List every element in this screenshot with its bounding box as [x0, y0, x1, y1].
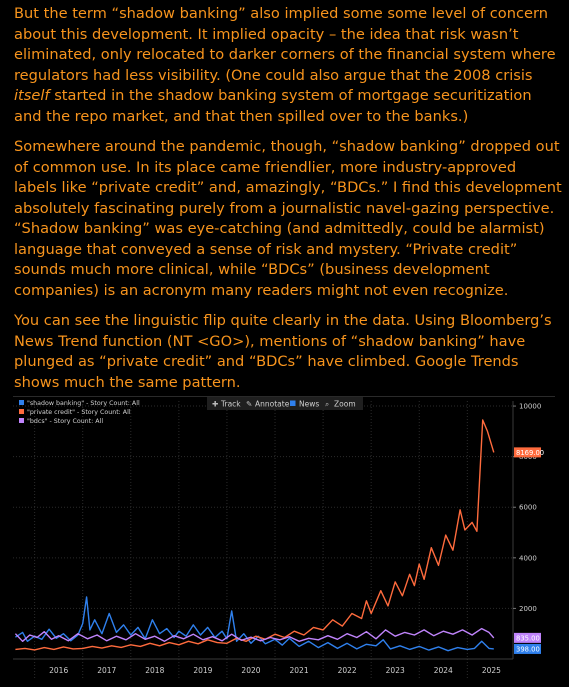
toolbar-background: [207, 397, 363, 410]
legend-entry: "private credit" - Story Count: All: [27, 409, 131, 416]
chart-grid: [13, 401, 513, 679]
series-line-2: [14, 627, 495, 642]
article-text: But the term “shadow banking” also impli…: [14, 4, 562, 403]
y-tick-label: 6000: [519, 504, 537, 512]
news-trend-chart-panel: ✚ Track ✎ Annotate News ⌕ Zoom "shadow b…: [13, 396, 555, 683]
annotate-tool[interactable]: ✎ Annotate: [246, 400, 290, 409]
text-run: But the term “shadow banking” also impli…: [14, 5, 556, 84]
x-tick-label: 2022: [338, 666, 357, 675]
legend-entry: "shadow banking" - Story Count: All: [27, 400, 140, 407]
news-trend-chart: ✚ Track ✎ Annotate News ⌕ Zoom "shadow b…: [13, 397, 544, 679]
news-label: News: [299, 400, 319, 409]
y-tick-label: 2000: [519, 605, 537, 613]
last-value-labels: 8169.00 835.00 398.00: [514, 447, 544, 654]
paragraph-3: You can see the linguistic flip quite cl…: [14, 311, 562, 393]
x-tick-label: 2020: [241, 666, 260, 675]
annotate-icon: ✎: [246, 400, 252, 409]
paragraph-2: Somewhere around the pandemic, though, “…: [14, 137, 562, 301]
series-line-0: [15, 596, 494, 652]
track-label: Track: [220, 400, 241, 409]
x-tick-label: 2023: [386, 666, 405, 675]
last-value-label: 398.00: [516, 646, 540, 654]
text-run: Somewhere around the pandemic, though, “…: [14, 138, 562, 299]
chart-toolbar: ✚ Track ✎ Annotate News ⌕ Zoom: [207, 397, 363, 410]
legend-entry: "bdcs" - Story Count: All: [27, 418, 103, 425]
y-tick-label: 10000: [519, 403, 541, 411]
last-value-badge: [514, 632, 541, 643]
series-line-1: [15, 419, 495, 651]
zoom-tool[interactable]: ⌕ Zoom: [325, 400, 356, 409]
legend-swatch: [19, 400, 24, 405]
annotate-label: Annotate: [255, 400, 290, 409]
last-value-label: 8169.00: [516, 449, 544, 457]
x-tick-label: 2017: [97, 666, 116, 675]
track-tool[interactable]: ✚ Track: [212, 400, 241, 409]
zoom-label: Zoom: [334, 400, 356, 409]
italic-emphasis: itself: [14, 87, 50, 104]
chart-series: [14, 419, 495, 652]
text-run: started in the shadow banking system of …: [14, 87, 532, 125]
paragraph-1: But the term “shadow banking” also impli…: [14, 4, 562, 127]
x-tick-label: 2021: [290, 666, 309, 675]
x-tick-label: 2019: [193, 666, 212, 675]
last-value-label: 835.00: [516, 635, 540, 643]
last-value-badge: [514, 643, 541, 654]
last-value-badge: [514, 447, 541, 458]
chart-legend: "shadow banking" - Story Count: All "priv…: [19, 400, 140, 425]
zoom-icon: ⌕: [325, 400, 329, 409]
x-tick-label: 2016: [49, 666, 68, 675]
x-tick-label: 2025: [482, 666, 501, 675]
y-tick-label: 4000: [519, 554, 537, 562]
news-tool[interactable]: News: [290, 400, 319, 409]
x-tick-label: 2024: [434, 666, 453, 675]
news-icon: [290, 400, 296, 406]
track-icon: ✚: [212, 400, 218, 409]
chart-axes: 2016 2017 2018 2019 2020 2021 2022 2023 2024 2025…: [13, 401, 541, 675]
legend-swatch: [19, 409, 24, 414]
x-tick-label: 2018: [145, 666, 164, 675]
text-run: You can see the linguistic flip quite cl…: [14, 312, 552, 391]
legend-swatch: [19, 418, 24, 423]
